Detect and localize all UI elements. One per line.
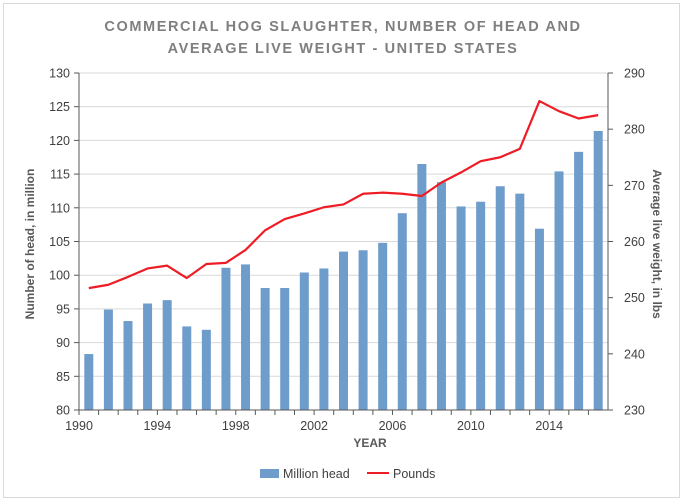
- x-tick-labels: 1990 1994 1998 2002 2006 2010 2014: [65, 419, 563, 433]
- y-tick-label: 85: [56, 370, 70, 384]
- y2-tick-label: 290: [624, 67, 645, 81]
- chart-title-line-1: COMMERCIAL HOG SLAUGHTER, NUMBER OF HEAD…: [104, 19, 581, 35]
- bar: [241, 264, 251, 410]
- series-line-pounds: [88, 99, 599, 290]
- bar: [103, 309, 113, 410]
- bar: [534, 228, 544, 410]
- y2-tick-label: 260: [624, 235, 645, 249]
- y-tick-label: 120: [49, 134, 70, 148]
- bar: [574, 151, 584, 410]
- y-tick-label: 115: [50, 168, 70, 182]
- bar: [515, 193, 525, 410]
- y-tick-label: 130: [49, 67, 70, 81]
- bar: [299, 272, 309, 410]
- y2-tick-label: 240: [624, 347, 645, 361]
- y-tick-label: 95: [56, 302, 70, 316]
- bar: [593, 130, 603, 410]
- bar-series-million-head: [84, 130, 603, 410]
- bar: [221, 267, 231, 410]
- bar: [280, 288, 290, 410]
- legend-label-million-head: Million head: [283, 467, 350, 481]
- x-tick-label: 2006: [379, 419, 407, 433]
- legend-swatch-million-head: [260, 469, 279, 478]
- y-tick-label: 100: [49, 269, 70, 283]
- x-tick-label: 1990: [65, 419, 93, 433]
- bar: [123, 321, 133, 410]
- y-tick-label: 125: [49, 100, 70, 114]
- bar: [84, 354, 94, 410]
- chart-frame: COMMERCIAL HOG SLAUGHTER, NUMBER OF HEAD…: [3, 3, 680, 498]
- y-tick-label: 105: [49, 235, 70, 249]
- y2-tick-label: 280: [624, 123, 645, 137]
- chart-title-line-2: AVERAGE LIVE WEIGHT - UNITED STATES: [168, 41, 519, 57]
- y2-tick-label: 270: [624, 179, 645, 193]
- y-tick-label: 110: [50, 201, 70, 215]
- bar: [378, 242, 388, 410]
- bar: [554, 171, 564, 410]
- bar: [495, 186, 505, 410]
- bar: [358, 250, 368, 410]
- y-tick-label: 80: [56, 404, 70, 418]
- axes: [74, 72, 613, 415]
- bar: [260, 288, 270, 410]
- y2-tick-label: 230: [624, 404, 645, 418]
- y-tick-label: 90: [56, 336, 70, 350]
- x-tick-label: 2002: [300, 419, 328, 433]
- bar: [182, 326, 192, 410]
- bar: [456, 206, 466, 410]
- x-tick-label: 2014: [535, 419, 563, 433]
- bar: [417, 163, 427, 410]
- bar: [397, 213, 407, 410]
- bar: [319, 268, 329, 410]
- x-tick-label: 2010: [457, 419, 485, 433]
- y2-tick-label: 250: [624, 291, 645, 305]
- x-axis-title: YEAR: [353, 436, 387, 450]
- x-tick-label: 1994: [143, 419, 171, 433]
- y2-axis-title: Average live weight, in lbs: [650, 169, 664, 319]
- y-axis-title: Number of head, in million: [23, 169, 37, 320]
- bar: [476, 201, 486, 410]
- right-y-tick-labels: 230 240 250 260 270 280 290: [624, 67, 645, 418]
- legend-label-pounds: Pounds: [393, 467, 435, 481]
- legend: Million head Pounds: [260, 467, 435, 481]
- bar: [339, 251, 348, 410]
- bar: [162, 300, 172, 410]
- x-tick-label: 1998: [222, 419, 250, 433]
- line-series-pounds: [88, 99, 599, 290]
- left-y-tick-labels: 80 85 90 95 100 105 110 115 120 125 130: [49, 67, 70, 418]
- bar: [201, 329, 211, 410]
- bar: [436, 182, 446, 410]
- bar: [143, 303, 153, 410]
- hog-slaughter-chart: COMMERCIAL HOG SLAUGHTER, NUMBER OF HEAD…: [23, 19, 664, 481]
